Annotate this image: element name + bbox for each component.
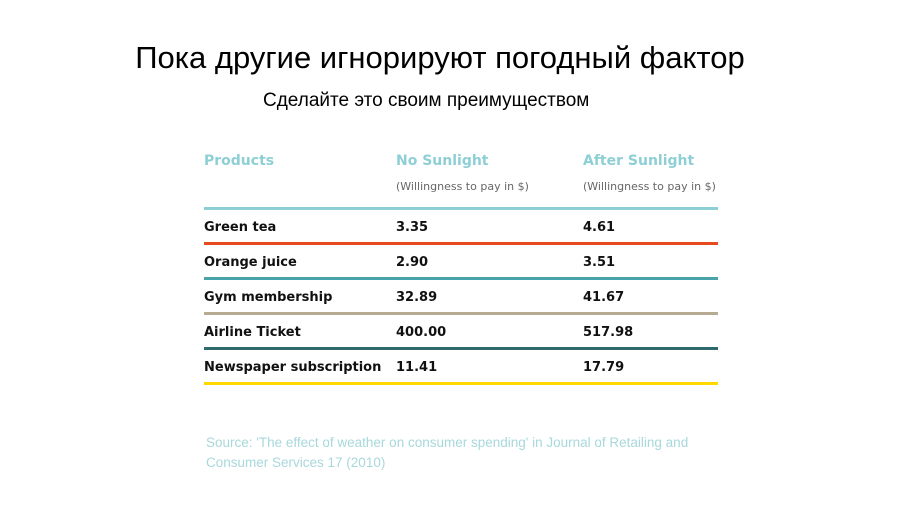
no-sunlight-cell: 400.00 <box>396 325 447 340</box>
no-sunlight-cell: 3.35 <box>396 220 429 235</box>
after-sunlight-cell: 17.79 <box>583 360 625 375</box>
header-no-sunlight: No Sunlight <box>396 153 489 169</box>
after-sunlight-cell: 517.98 <box>583 325 634 340</box>
after-sunlight-cell: 3.51 <box>583 255 616 270</box>
product-cell: Airline Ticket <box>204 325 301 340</box>
product-cell: Green tea <box>204 220 277 235</box>
table-row: Gym membership 32.89 41.67 <box>204 280 718 315</box>
table-row: Newspaper subscription 11.41 17.79 <box>204 350 718 385</box>
source-citation: Source: 'The effect of weather on consum… <box>206 435 689 470</box>
table-row: Airline Ticket 400.00 517.98 <box>204 315 718 350</box>
product-cell: Newspaper subscription <box>204 360 382 375</box>
table-row: Orange juice 2.90 3.51 <box>204 245 718 280</box>
after-sunlight-cell: 41.67 <box>583 290 625 305</box>
product-cell: Orange juice <box>204 255 297 270</box>
sunlight-table: Products No Sunlight After Sunlight (Wil… <box>204 150 718 385</box>
product-cell: Gym membership <box>204 290 333 305</box>
no-sunlight-cell: 32.89 <box>396 290 438 305</box>
no-sunlight-cell: 11.41 <box>396 360 438 375</box>
subheader-no-sunlight: (Willingness to pay in $) <box>396 180 529 193</box>
table-header: Products No Sunlight After Sunlight (Wil… <box>204 150 718 210</box>
slide-subtitle: Сделайте это своим преимуществом <box>263 90 590 111</box>
after-sunlight-cell: 4.61 <box>583 220 616 235</box>
subheader-after-sunlight: (Willingness to pay in $) <box>583 180 716 193</box>
no-sunlight-cell: 2.90 <box>396 255 429 270</box>
table-row: Green tea 3.35 4.61 <box>204 210 718 245</box>
header-products: Products <box>204 153 275 169</box>
header-after-sunlight: After Sunlight <box>583 153 695 169</box>
slide-title: Пока другие игнорируют погодный фактор <box>135 40 745 75</box>
